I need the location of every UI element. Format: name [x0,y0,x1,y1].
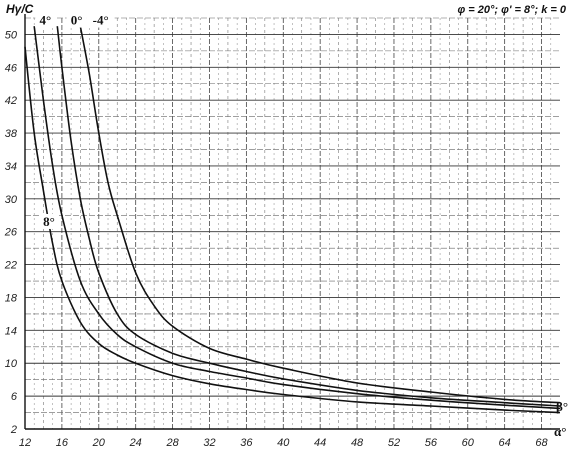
y-tick-label: 46 [5,62,18,74]
x-tick-label: 68 [535,437,548,449]
parameters-annotation: φ = 20°; φ' = 8°; k = 0 [457,4,566,16]
x-tick-label: 12 [19,437,31,449]
x-tick-label: 16 [56,437,69,449]
y-tick-label: 2 [10,424,17,436]
x-tick-label: 64 [499,437,511,449]
x-tick-label: 24 [129,437,142,449]
curve-label-bg [35,12,56,28]
y-tick-label: 18 [5,292,18,304]
labels: 8° 4° 0° -4° [35,12,115,229]
curve-label-bg [66,12,87,28]
curve-label: 4° [39,13,51,28]
y-axis-title: Hγ/C [6,2,34,16]
beta-label: β° [556,399,568,414]
y-tick-label: 42 [5,95,17,107]
x-tick-label: 36 [240,437,253,449]
y-tick-label: 50 [5,29,18,41]
y-tick-label: 10 [5,358,18,370]
x-tick-label: 32 [203,437,215,449]
curve-2 [56,26,561,407]
curve-label: 0° [71,13,83,28]
axes: 12 16 20 24 28 32 36 40 44 48 52 56 60 64 682610141822… [4,14,560,449]
grid [25,17,560,429]
curve-1 [33,26,561,410]
x-tick-label: 60 [462,437,475,449]
curve-label-bg [38,213,59,229]
y-tick-label: 14 [5,325,17,337]
y-tick-label: 22 [4,260,17,272]
y-tick-label: 34 [5,161,17,173]
x-tick-label: 56 [425,437,438,449]
curves [24,26,561,414]
y-tick-label: 38 [5,128,18,140]
curve-label: 8° [43,214,55,229]
y-tick-label: 6 [11,391,18,403]
curve-label-bg [86,12,115,28]
y-tick-label: 30 [5,194,18,206]
curve-3 [79,26,561,404]
x-tick-label: 52 [388,437,400,449]
x-tick-label: 40 [277,437,290,449]
y-tick-label: 26 [4,227,18,239]
curve-label: -4° [93,13,109,28]
alpha-axis-label: α° [554,424,566,439]
x-tick-label: 28 [165,437,179,449]
x-tick-label: 20 [92,437,106,449]
x-tick-label: 44 [314,437,326,449]
x-tick-label: 48 [351,437,364,449]
